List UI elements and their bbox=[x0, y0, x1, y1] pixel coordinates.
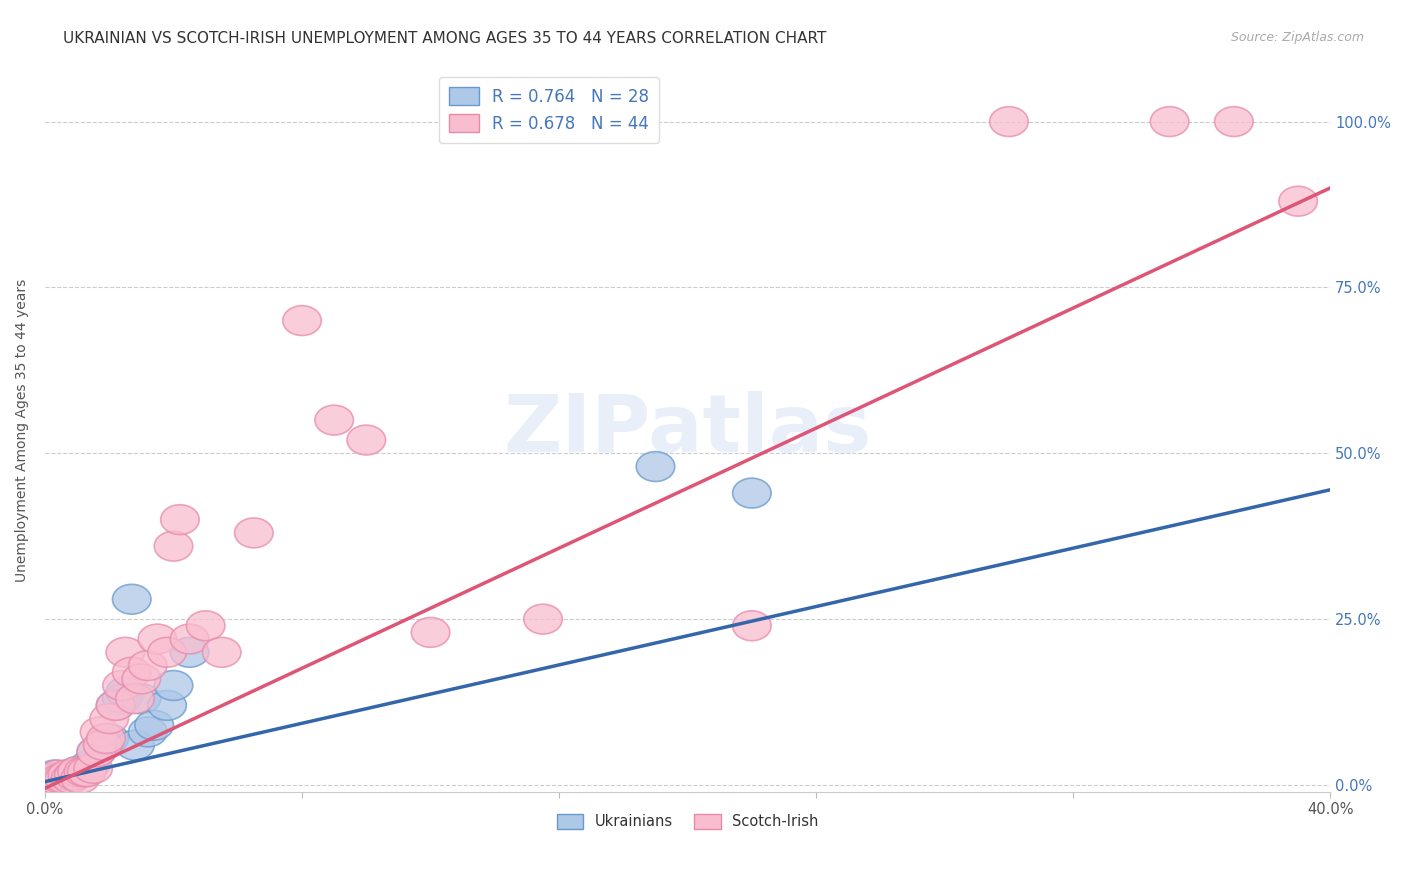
Ellipse shape bbox=[45, 764, 83, 793]
Ellipse shape bbox=[87, 723, 125, 754]
Ellipse shape bbox=[128, 717, 167, 747]
Ellipse shape bbox=[1150, 107, 1189, 136]
Ellipse shape bbox=[155, 671, 193, 700]
Ellipse shape bbox=[38, 760, 77, 790]
Ellipse shape bbox=[187, 611, 225, 640]
Ellipse shape bbox=[35, 760, 75, 790]
Ellipse shape bbox=[77, 737, 115, 767]
Ellipse shape bbox=[347, 425, 385, 455]
Ellipse shape bbox=[97, 690, 135, 721]
Ellipse shape bbox=[235, 518, 273, 548]
Ellipse shape bbox=[1279, 186, 1317, 216]
Ellipse shape bbox=[42, 764, 80, 793]
Ellipse shape bbox=[1215, 107, 1253, 136]
Ellipse shape bbox=[636, 451, 675, 482]
Ellipse shape bbox=[170, 638, 209, 667]
Ellipse shape bbox=[65, 756, 103, 787]
Ellipse shape bbox=[524, 604, 562, 634]
Ellipse shape bbox=[90, 704, 128, 733]
Ellipse shape bbox=[32, 764, 70, 793]
Ellipse shape bbox=[42, 764, 80, 793]
Ellipse shape bbox=[52, 764, 90, 793]
Ellipse shape bbox=[75, 754, 112, 783]
Ellipse shape bbox=[30, 764, 67, 793]
Ellipse shape bbox=[77, 737, 115, 767]
Ellipse shape bbox=[990, 107, 1028, 136]
Ellipse shape bbox=[52, 764, 90, 793]
Text: Source: ZipAtlas.com: Source: ZipAtlas.com bbox=[1230, 31, 1364, 45]
Ellipse shape bbox=[315, 405, 353, 435]
Ellipse shape bbox=[58, 756, 97, 787]
Ellipse shape bbox=[38, 764, 77, 793]
Ellipse shape bbox=[112, 657, 150, 687]
Ellipse shape bbox=[155, 532, 193, 561]
Ellipse shape bbox=[122, 684, 160, 714]
Text: ZIPatlas: ZIPatlas bbox=[503, 391, 872, 469]
Ellipse shape bbox=[32, 764, 70, 793]
Ellipse shape bbox=[135, 710, 173, 740]
Ellipse shape bbox=[30, 764, 67, 793]
Ellipse shape bbox=[733, 478, 770, 508]
Ellipse shape bbox=[105, 677, 145, 707]
Ellipse shape bbox=[148, 638, 187, 667]
Ellipse shape bbox=[55, 760, 93, 790]
Ellipse shape bbox=[112, 584, 150, 615]
Ellipse shape bbox=[412, 617, 450, 648]
Ellipse shape bbox=[48, 760, 87, 790]
Ellipse shape bbox=[138, 624, 177, 654]
Ellipse shape bbox=[170, 624, 209, 654]
Ellipse shape bbox=[67, 756, 105, 787]
Ellipse shape bbox=[115, 684, 155, 714]
Ellipse shape bbox=[733, 611, 770, 640]
Text: UKRAINIAN VS SCOTCH-IRISH UNEMPLOYMENT AMONG AGES 35 TO 44 YEARS CORRELATION CHA: UKRAINIAN VS SCOTCH-IRISH UNEMPLOYMENT A… bbox=[63, 31, 827, 46]
Ellipse shape bbox=[97, 690, 135, 721]
Ellipse shape bbox=[58, 756, 97, 787]
Ellipse shape bbox=[60, 764, 100, 793]
Ellipse shape bbox=[128, 650, 167, 681]
Legend: Ukrainians, Scotch-Irish: Ukrainians, Scotch-Irish bbox=[551, 808, 824, 835]
Ellipse shape bbox=[122, 664, 160, 694]
Ellipse shape bbox=[70, 750, 110, 780]
Ellipse shape bbox=[48, 760, 87, 790]
Ellipse shape bbox=[55, 760, 93, 790]
Ellipse shape bbox=[148, 690, 187, 721]
Ellipse shape bbox=[65, 756, 103, 787]
Ellipse shape bbox=[80, 717, 120, 747]
Ellipse shape bbox=[202, 638, 240, 667]
Ellipse shape bbox=[103, 671, 142, 700]
Ellipse shape bbox=[283, 306, 322, 335]
Ellipse shape bbox=[103, 684, 142, 714]
Ellipse shape bbox=[35, 764, 75, 793]
Ellipse shape bbox=[90, 723, 128, 754]
Ellipse shape bbox=[45, 764, 83, 793]
Y-axis label: Unemployment Among Ages 35 to 44 years: Unemployment Among Ages 35 to 44 years bbox=[15, 278, 30, 582]
Ellipse shape bbox=[105, 638, 145, 667]
Ellipse shape bbox=[160, 505, 200, 534]
Ellipse shape bbox=[83, 731, 122, 760]
Ellipse shape bbox=[83, 731, 122, 760]
Ellipse shape bbox=[115, 731, 155, 760]
